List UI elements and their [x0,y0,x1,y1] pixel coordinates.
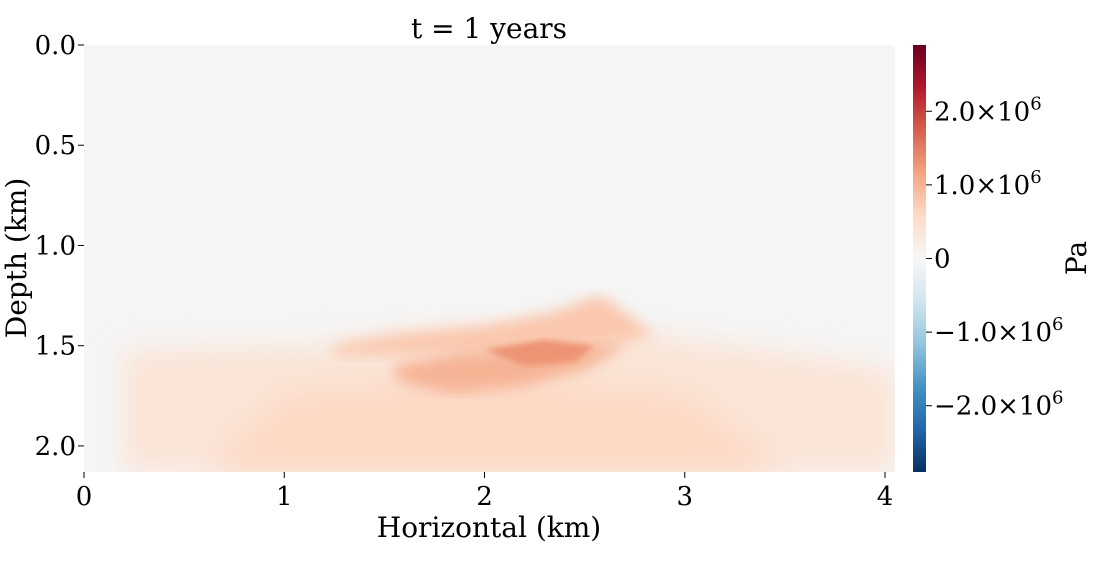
x-tick-label: 0 [76,482,93,512]
x-tick-label: 3 [676,482,693,512]
y-tick-label: 0.0 [35,31,76,61]
colorbar-tick-label: −2.0×106 [934,388,1063,422]
y-tick-label: 1.0 [35,231,76,261]
colorbar-gradient [913,45,926,472]
x-tick-label: 4 [877,482,894,512]
colorbar: 2.0×106 1.0×106 0 −1.0×106 −2.0×106 Pa [913,45,1093,472]
colorbar-tick-label: −1.0×106 [934,314,1063,348]
colorbar-tick-label: 0 [934,245,951,275]
colorbar-tick-label: 1.0×106 [934,167,1042,201]
heatmap-region-peak [484,339,595,366]
x-tick-label: 2 [476,482,493,512]
x-axis: 0 1 2 3 4 [76,472,894,512]
chart-title: t = 1 years [411,12,567,45]
y-tick-label: 2.0 [35,432,76,462]
colorbar-label: Pa [1060,241,1093,275]
y-axis: 0.0 0.5 1.0 1.5 2.0 [35,31,84,462]
x-tick-label: 1 [276,482,293,512]
y-tick-label: 1.5 [35,332,76,362]
y-tick-label: 0.5 [35,131,76,161]
colorbar-tick-label: 2.0×106 [934,93,1042,127]
heatmap-region-deep-core [204,375,785,472]
y-axis-label: Depth (km) [0,178,33,339]
x-axis-label: Horizontal (km) [377,511,601,544]
heatmap-plot-area [84,45,895,472]
heatmap-region-upper-lens [334,295,655,356]
